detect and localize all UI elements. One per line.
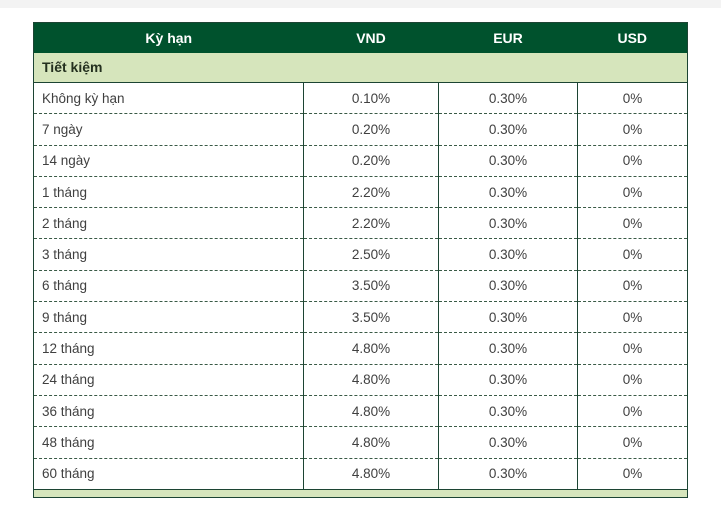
term-cell: Không kỳ hạn: [33, 82, 304, 114]
usd-rate-cell: 0%: [577, 301, 688, 333]
table-row: 24 tháng 4.80% 0.30% 0%: [33, 363, 688, 396]
table-row: 36 tháng 4.80% 0.30% 0%: [33, 394, 688, 427]
vnd-rate-cell: 0.20%: [303, 113, 439, 146]
table-row: 3 tháng 2.50% 0.30% 0%: [33, 238, 688, 271]
vnd-rate-cell: 2.20%: [303, 175, 439, 208]
term-cell: 12 tháng: [33, 332, 304, 365]
term-cell: 60 tháng: [33, 457, 304, 490]
usd-rate-cell: 0%: [577, 144, 688, 177]
eur-rate-cell: 0.30%: [438, 269, 578, 302]
term-cell: 2 tháng: [33, 207, 304, 239]
usd-rate-cell: 0%: [577, 238, 688, 271]
eur-rate-cell: 0.30%: [438, 82, 578, 114]
column-header-usd: USD: [577, 22, 688, 53]
eur-rate-cell: 0.30%: [438, 144, 578, 177]
term-cell: 36 tháng: [33, 394, 304, 427]
vnd-rate-cell: 2.50%: [303, 238, 439, 271]
usd-rate-cell: 0%: [577, 426, 688, 459]
eur-rate-cell: 0.30%: [438, 207, 578, 239]
usd-rate-cell: 0%: [577, 113, 688, 146]
usd-rate-cell: 0%: [577, 269, 688, 302]
vnd-rate-cell: 3.50%: [303, 269, 439, 302]
vnd-rate-cell: 0.20%: [303, 144, 439, 177]
eur-rate-cell: 0.30%: [438, 238, 578, 271]
vnd-rate-cell: 4.80%: [303, 426, 439, 459]
term-cell: 1 tháng: [33, 175, 304, 208]
table-row: 14 ngày 0.20% 0.30% 0%: [33, 144, 688, 177]
table-row: Không kỳ hạn 0.10% 0.30% 0%: [33, 82, 688, 114]
column-header-eur: EUR: [438, 22, 578, 53]
term-cell: 7 ngày: [33, 113, 304, 146]
vnd-rate-cell: 0.10%: [303, 82, 439, 114]
eur-rate-cell: 0.30%: [438, 113, 578, 146]
table-row: 48 tháng 4.80% 0.30% 0%: [33, 426, 688, 459]
vnd-rate-cell: 2.20%: [303, 207, 439, 239]
usd-rate-cell: 0%: [577, 394, 688, 427]
eur-rate-cell: 0.30%: [438, 175, 578, 208]
table-row: 9 tháng 3.50% 0.30% 0%: [33, 301, 688, 333]
usd-rate-cell: 0%: [577, 207, 688, 239]
term-cell: 14 ngày: [33, 144, 304, 177]
eur-rate-cell: 0.30%: [438, 363, 578, 396]
term-cell: 24 tháng: [33, 363, 304, 396]
usd-rate-cell: 0%: [577, 363, 688, 396]
table-header-row: Kỳ hạn VND EUR USD: [33, 22, 688, 53]
term-cell: 3 tháng: [33, 238, 304, 271]
eur-rate-cell: 0.30%: [438, 332, 578, 365]
eur-rate-cell: 0.30%: [438, 394, 578, 427]
section-label: Tiết kiệm: [33, 52, 688, 83]
eur-rate-cell: 0.30%: [438, 457, 578, 490]
vnd-rate-cell: 4.80%: [303, 332, 439, 365]
vnd-rate-cell: 4.80%: [303, 457, 439, 490]
usd-rate-cell: 0%: [577, 175, 688, 208]
page-top-strip: [0, 0, 721, 8]
usd-rate-cell: 0%: [577, 82, 688, 114]
table-row: 12 tháng 4.80% 0.30% 0%: [33, 332, 688, 365]
table-row: 2 tháng 2.20% 0.30% 0%: [33, 207, 688, 239]
column-header-vnd: VND: [303, 22, 439, 53]
table-row: 7 ngày 0.20% 0.30% 0%: [33, 113, 688, 146]
vnd-rate-cell: 3.50%: [303, 301, 439, 333]
table-row: 6 tháng 3.50% 0.30% 0%: [33, 269, 688, 302]
term-cell: 48 tháng: [33, 426, 304, 459]
term-cell: 9 tháng: [33, 301, 304, 333]
usd-rate-cell: 0%: [577, 457, 688, 490]
section-row-tiet-kiem: Tiết kiệm: [33, 52, 688, 83]
column-header-term: Kỳ hạn: [33, 22, 304, 53]
table-row: 1 tháng 2.20% 0.30% 0%: [33, 175, 688, 208]
next-section-cell: [33, 488, 688, 498]
term-cell: 6 tháng: [33, 269, 304, 302]
interest-rate-table: Kỳ hạn VND EUR USD Tiết kiệm Không kỳ hạ…: [33, 22, 688, 498]
eur-rate-cell: 0.30%: [438, 301, 578, 333]
table-row: 60 tháng 4.80% 0.30% 0%: [33, 457, 688, 490]
next-section-row-partial: [33, 488, 688, 498]
usd-rate-cell: 0%: [577, 332, 688, 365]
eur-rate-cell: 0.30%: [438, 426, 578, 459]
vnd-rate-cell: 4.80%: [303, 394, 439, 427]
vnd-rate-cell: 4.80%: [303, 363, 439, 396]
